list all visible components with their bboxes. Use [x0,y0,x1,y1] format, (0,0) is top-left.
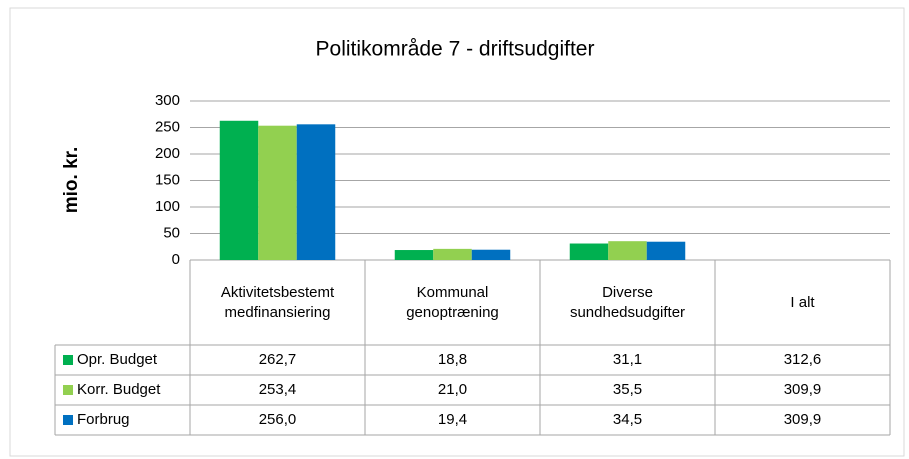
bar [608,241,647,260]
table-value: 262,7 [258,351,297,368]
table-value: 312,6 [783,351,822,368]
table-value: 309,9 [783,411,822,428]
x-tick-label: I alt [790,293,815,311]
table-value: 19,4 [437,411,468,428]
legend-swatch [63,415,73,425]
bar [394,250,434,260]
bar [646,241,686,260]
legend-swatch [63,385,73,395]
y-tick-label: 100 [155,198,180,215]
bar [296,124,336,260]
bar [471,249,511,260]
chart-title: Politikområde 7 - driftsudgifter [316,38,595,61]
chart-border [9,7,905,457]
bar [433,248,472,260]
table-value: 253,4 [258,381,297,398]
y-tick-label: 50 [163,224,180,241]
table-value: 309,9 [783,381,822,398]
legend-label: Forbrug [77,411,130,428]
y-tick-label: 0 [172,251,180,268]
bar [258,125,297,260]
table-value: 256,0 [258,411,297,428]
y-axis-label: mio. kr. [61,147,82,214]
bar [219,120,259,260]
legend-label: Opr. Budget [77,351,158,368]
x-tick-label: Diverse sundhedsudgifter [569,283,686,321]
y-tick-label: 300 [155,92,180,109]
y-tick-label: 200 [155,145,180,162]
table-value: 35,5 [612,381,643,398]
legend-entry: Korr. Budget [55,375,190,405]
legend-swatch [63,355,73,365]
x-tick-label: Kommunal genoptræning [406,283,499,321]
table-value: 21,0 [437,381,468,398]
table-value: 31,1 [612,351,643,368]
legend-label: Korr. Budget [77,381,161,398]
y-tick-label: 250 [155,118,180,135]
table-value: 18,8 [437,351,468,368]
legend-entry: Forbrug [55,405,190,435]
legend-entry: Opr. Budget [55,345,190,375]
bar [569,243,609,260]
x-tick-label: Aktivitetsbestemt medfinansiering [220,283,335,321]
table-value: 34,5 [612,411,643,428]
y-tick-label: 150 [155,171,180,188]
